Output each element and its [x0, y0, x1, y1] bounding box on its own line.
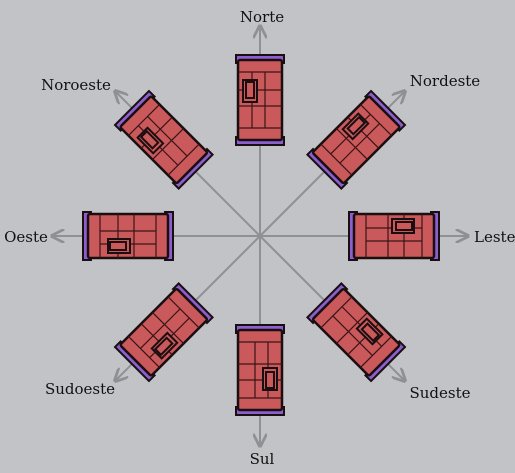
sofa-north: [234, 53, 286, 147]
label-south: Sul: [250, 450, 275, 468]
sofa-south: [234, 323, 286, 417]
label-southwest: Sudoeste: [45, 380, 115, 398]
label-north: Norte: [240, 8, 284, 26]
label-northwest: Noroeste: [41, 76, 111, 94]
direction-labels: Norte Nordeste Leste Sudeste Sul Sudoeste Oest…: [4, 8, 515, 468]
sofa-west: [81, 210, 175, 262]
label-west: Oeste: [4, 228, 48, 246]
sofa-east: [347, 210, 441, 262]
label-southeast: Sudeste: [409, 384, 470, 402]
label-east: Leste: [474, 228, 515, 246]
label-northeast: Nordeste: [410, 72, 481, 90]
